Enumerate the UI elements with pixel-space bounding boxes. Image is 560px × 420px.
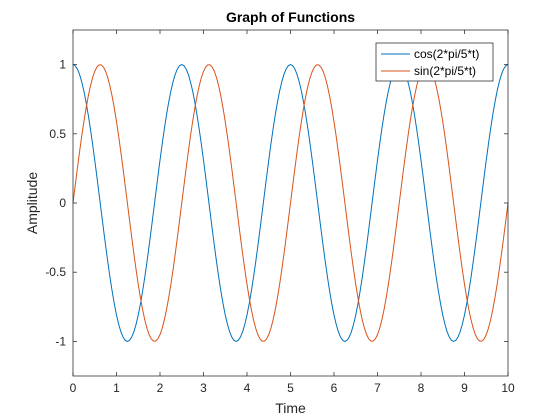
legend-entry-sin: sin(2*pi/5*t) xyxy=(414,64,476,78)
x-tick-label: 4 xyxy=(244,381,251,395)
x-tick-label: 3 xyxy=(200,381,207,395)
y-tick-label: 0 xyxy=(59,196,66,210)
x-tick-label: 7 xyxy=(374,381,381,395)
x-tick-label: 9 xyxy=(461,381,468,395)
ticks-layer: 0 1 2 3 4 5 6 7 8 9 10 -1 -0.5 0 0.5 1 xyxy=(45,30,515,395)
y-axis-label: Amplitude xyxy=(24,172,40,234)
chart-title: Graph of Functions xyxy=(226,9,355,25)
y-tick-label: -0.5 xyxy=(45,265,66,279)
y-tick-label: -1 xyxy=(55,334,66,348)
x-tick-label: 10 xyxy=(501,381,515,395)
legend-box xyxy=(375,42,494,82)
x-axis-label: Time xyxy=(275,400,306,416)
y-tick-label: 0.5 xyxy=(49,127,66,141)
x-tick-label: 0 xyxy=(70,381,77,395)
series-layer xyxy=(72,64,509,342)
x-tick-label: 1 xyxy=(113,381,120,395)
x-tick-label: 6 xyxy=(331,381,338,395)
x-tick-label: 8 xyxy=(418,381,425,395)
x-tick-label: 2 xyxy=(157,381,164,395)
legend: cos(2*pi/5*t) sin(2*pi/5*t) xyxy=(375,42,494,82)
series-line-sin xyxy=(72,64,509,342)
series-line-cos xyxy=(72,64,509,342)
y-tick-label: 1 xyxy=(59,58,66,72)
legend-entry-cos: cos(2*pi/5*t) xyxy=(414,47,479,61)
x-tick-label: 5 xyxy=(287,381,294,395)
